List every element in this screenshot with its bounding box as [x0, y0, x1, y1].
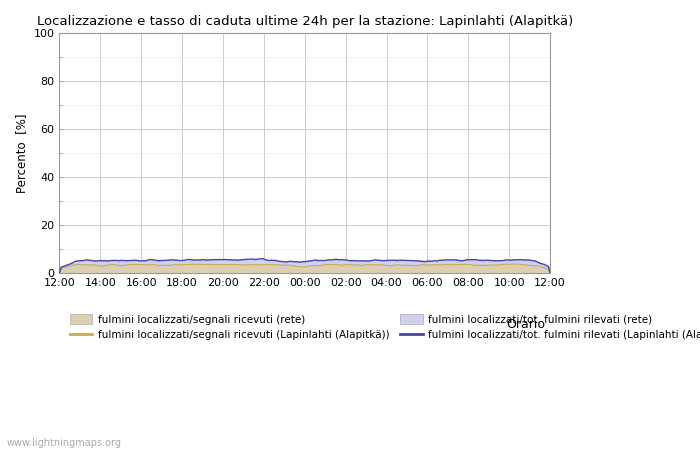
Legend: fulmini localizzati/segnali ricevuti (rete), fulmini localizzati/segnali ricevut: fulmini localizzati/segnali ricevuti (re… — [69, 315, 700, 340]
Y-axis label: Percento  [%]: Percento [%] — [15, 113, 28, 193]
Title: Localizzazione e tasso di caduta ultime 24h per la stazione: Lapinlahti (Alapitk: Localizzazione e tasso di caduta ultime … — [36, 15, 573, 28]
Text: Orario: Orario — [506, 318, 545, 331]
Text: www.lightningmaps.org: www.lightningmaps.org — [7, 438, 122, 448]
